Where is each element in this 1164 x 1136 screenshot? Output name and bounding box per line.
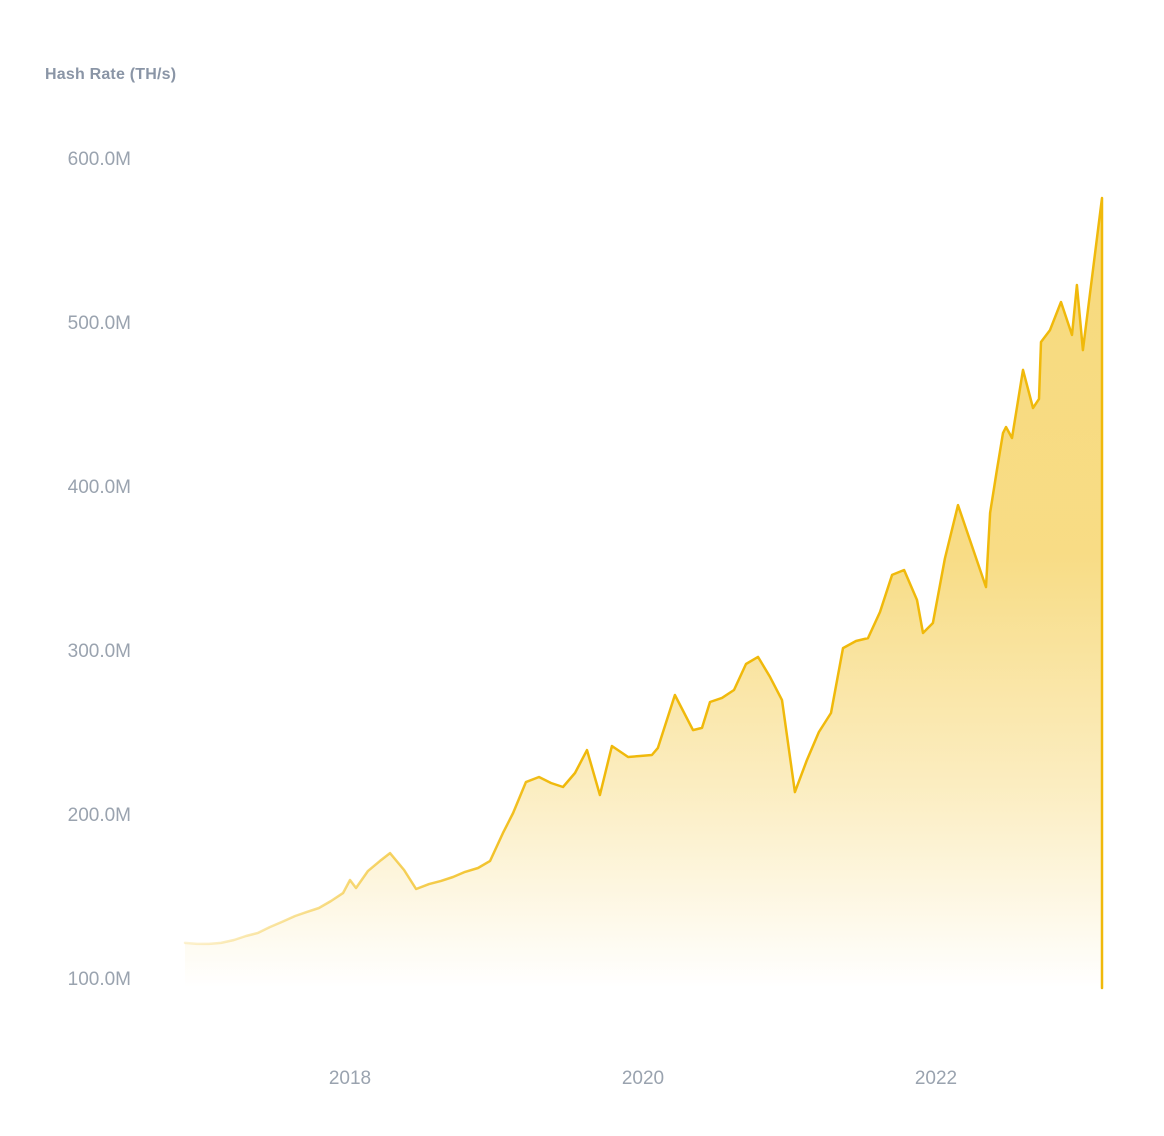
- x-axis-tick-label: 2022: [914, 1068, 958, 1089]
- x-axis-tick-label: 2020: [621, 1068, 665, 1089]
- x-axis-tick-label: 2018: [328, 1068, 372, 1089]
- y-axis-tick-label: 600.0M: [67, 149, 131, 170]
- chart-title: Hash Rate (TH/s): [45, 66, 177, 83]
- y-axis-tick-label: 100.0M: [67, 969, 131, 990]
- y-axis-tick-label: 400.0M: [67, 477, 131, 498]
- y-axis-tick-label: 500.0M: [67, 313, 131, 334]
- y-axis-tick-label: 200.0M: [67, 805, 131, 826]
- y-axis-tick-label: 300.0M: [67, 641, 131, 662]
- hash-rate-area-fill: [185, 198, 1102, 988]
- hash-rate-line: [183, 196, 1104, 990]
